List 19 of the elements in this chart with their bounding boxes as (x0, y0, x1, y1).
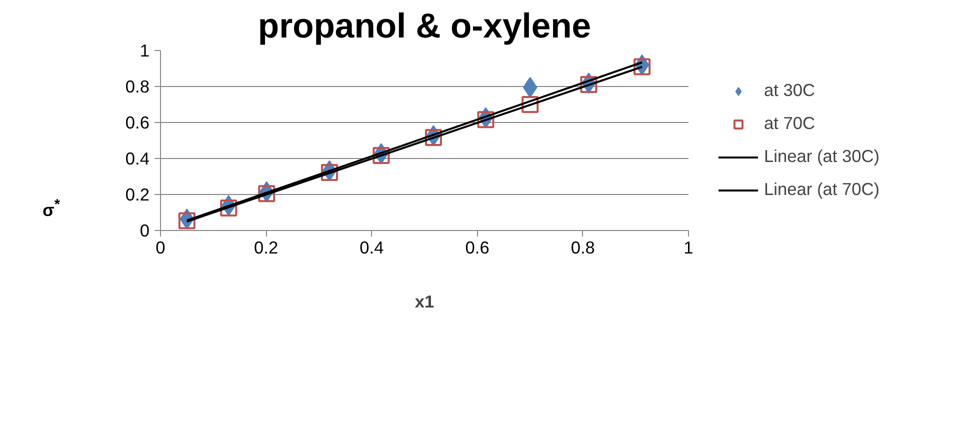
y-tick-label: 0.6 (125, 112, 150, 132)
x-tick-label: 1 (684, 238, 694, 258)
x-tick-label: 0.4 (360, 238, 384, 258)
x-tick-label: 0.2 (254, 238, 278, 258)
x-tick-label: 0.6 (465, 238, 490, 258)
legend-label: at 70C (764, 113, 816, 134)
y-tick-label: 0.8 (125, 76, 150, 96)
legend-label: Linear (at 70C) (764, 179, 880, 200)
legend-label: Linear (at 30C) (764, 146, 880, 167)
y-axis-title: σ$^{*}$ (42, 196, 60, 222)
x-axis-title: x1 (414, 292, 434, 312)
legend-label: at 30C (764, 80, 816, 101)
y-tick-label: 1 (140, 40, 150, 60)
y-tick-label: 0.4 (125, 148, 150, 168)
y-tick-label: 0.2 (125, 184, 150, 204)
chart-title: propanol & o-xylene (258, 8, 592, 46)
x-tick-label: 0 (156, 238, 166, 258)
x-tick-label: 0.8 (570, 238, 595, 258)
y-tick-label: 0 (140, 220, 150, 240)
